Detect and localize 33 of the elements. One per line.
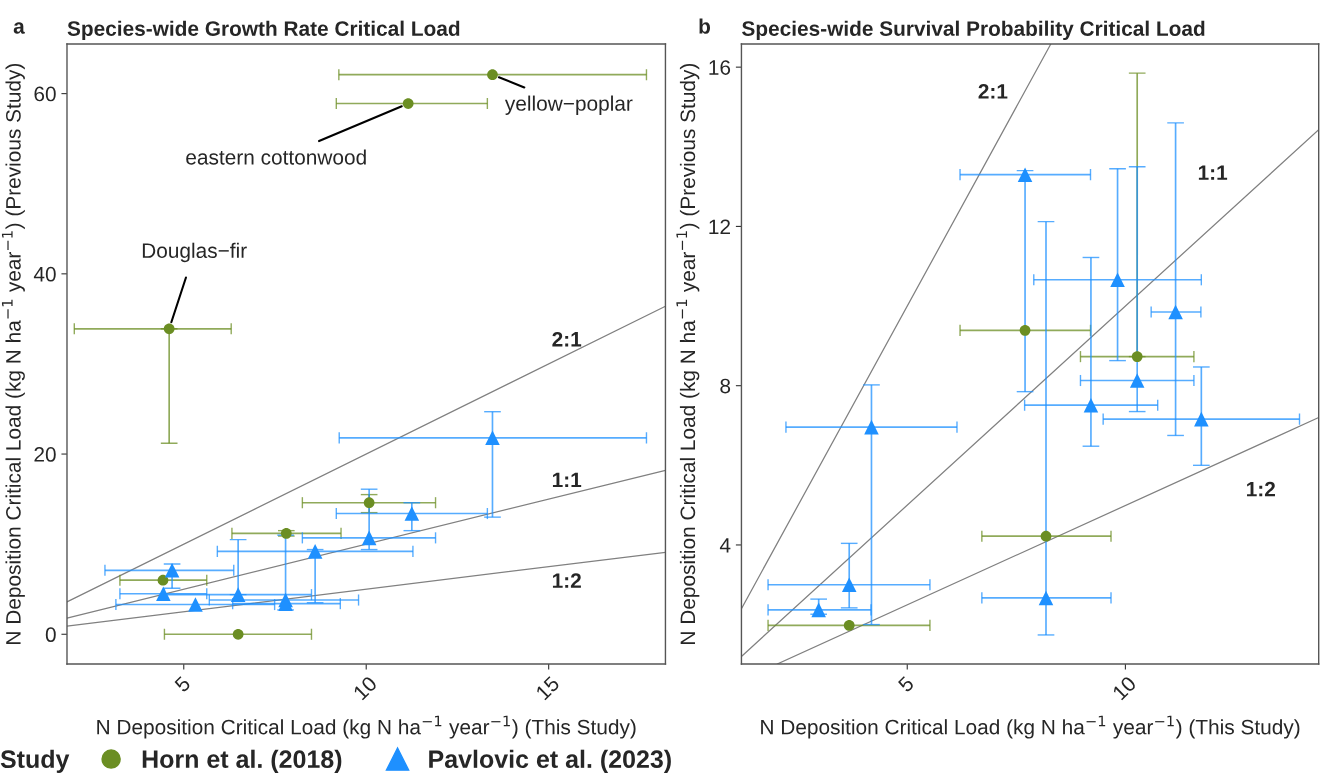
annotation: yellow−poplar — [504, 95, 633, 115]
legend-label: Horn et al. (2018) — [142, 749, 342, 773]
y-tick-label: 4 — [719, 538, 731, 553]
legend-title: Study — [0, 749, 70, 773]
series-label: 1:1 — [1198, 165, 1228, 180]
annotation: Douglas−fir — [142, 242, 247, 263]
x-tick-label: 5 — [173, 675, 192, 693]
chart-title: Species-wide Survival Probability Critical Load — [742, 20, 1205, 41]
text: a — [13, 22, 25, 34]
y-tick-label: 8 — [720, 378, 731, 394]
y-tick-label: 12 — [709, 219, 730, 234]
x-tick-label: 5 — [897, 675, 915, 693]
y-tick-label: 16 — [709, 60, 731, 75]
y-axis-title: N Deposition Critical Load (kg N ha$^{−1}$ year$^{−1}$) (Previous Study) — [1, 63, 25, 644]
y-tick-label: 60 — [34, 86, 56, 102]
series-label: 1:2 — [1247, 481, 1275, 497]
x-tick-label: 10 — [1111, 675, 1137, 701]
x-tick-label: 15 — [535, 675, 561, 701]
x-axis-title: N Deposition Critical Load (kg N ha$^{−1}$ year$^{−1}$) (This Study) — [761, 715, 1300, 739]
x-axis-title: N Deposition Critical Load (kg N ha$^{−1}$ year$^{−1}$) (This Study) — [97, 715, 636, 739]
y-tick-label: 20 — [34, 447, 56, 462]
x-tick-label: 10 — [352, 675, 378, 701]
annotation: eastern cottonwood — [186, 149, 366, 165]
series-label: 2:1 — [978, 84, 1008, 99]
chart-title: Species-wide Growth Rate Critical Load — [67, 20, 460, 41]
series-label: 1:1 — [552, 472, 582, 488]
series-label: 1:2 — [552, 573, 581, 588]
series-label: 2:1 — [552, 331, 582, 347]
y-tick-label: 40 — [33, 266, 56, 282]
text: b — [699, 18, 711, 34]
y-tick-label: 0 — [45, 627, 56, 643]
y-axis-title: N Deposition Critical Load (kg N ha$^{−1}$ year$^{−1}$) (Previous Study) — [676, 63, 700, 644]
legend-label: Pavlovic et al. (2023) — [429, 749, 671, 773]
